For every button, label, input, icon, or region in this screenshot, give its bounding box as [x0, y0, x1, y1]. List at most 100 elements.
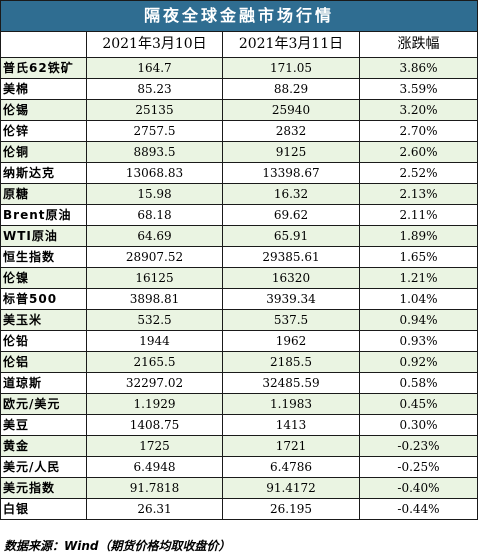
row-value-date2: 32485.59	[222, 372, 360, 394]
row-change: 0.30%	[359, 414, 478, 436]
row-value-date1: 2757.5	[86, 120, 223, 142]
row-change: 1.04%	[359, 288, 478, 310]
table-row: 伦铜 8893.5 9125 2.60%	[0, 141, 478, 163]
row-value-date2: 1962	[222, 330, 360, 352]
row-name: 伦锡	[0, 99, 87, 121]
row-value-date1: 2165.5	[86, 351, 223, 373]
row-value-date2: 171.05	[222, 57, 360, 79]
row-name: WTI原油	[0, 225, 87, 247]
row-value-date2: 6.4786	[222, 456, 360, 478]
table-row: 美元指数 91.7818 91.4172 -0.40%	[0, 477, 478, 499]
row-name: 白银	[0, 498, 87, 520]
table-row: 美棉 85.23 88.29 3.59%	[0, 78, 478, 100]
market-table: 2021年3月10日 2021年3月11日 涨跌幅 普氏62铁矿 164.7 171…	[0, 31, 478, 520]
table-row: 道琼斯 32297.02 32485.59 0.58%	[0, 372, 478, 394]
row-name: 美豆	[0, 414, 87, 436]
header-date2: 2021年3月11日	[222, 31, 360, 58]
row-change: 0.94%	[359, 309, 478, 331]
row-value-date1: 91.7818	[86, 477, 223, 499]
table-row: 欧元/美元 1.1929 1.1983 0.45%	[0, 393, 478, 415]
row-name: 道琼斯	[0, 372, 87, 394]
row-value-date2: 9125	[222, 141, 360, 163]
row-change: 2.70%	[359, 120, 478, 142]
row-change: 3.59%	[359, 78, 478, 100]
row-value-date1: 1944	[86, 330, 223, 352]
row-name: Brent原油	[0, 204, 87, 226]
table-row: 恒生指数 28907.52 29385.61 1.65%	[0, 246, 478, 268]
table-row: 伦铝 2165.5 2185.5 0.92%	[0, 351, 478, 373]
table-row: 原糖 15.98 16.32 2.13%	[0, 183, 478, 205]
header-row: 2021年3月10日 2021年3月11日 涨跌幅	[0, 31, 478, 58]
row-change: 3.20%	[359, 99, 478, 121]
row-value-date1: 1408.75	[86, 414, 223, 436]
row-value-date1: 13068.83	[86, 162, 223, 184]
table-row: 伦锡 25135 25940 3.20%	[0, 99, 478, 121]
row-value-date1: 16125	[86, 267, 223, 289]
row-change: 0.93%	[359, 330, 478, 352]
row-change: -0.44%	[359, 498, 478, 520]
table-row: 普氏62铁矿 164.7 171.05 3.86%	[0, 57, 478, 79]
row-change: 1.65%	[359, 246, 478, 268]
table-row: 纳斯达克 13068.83 13398.67 2.52%	[0, 162, 478, 184]
row-value-date2: 88.29	[222, 78, 360, 100]
header-name	[0, 31, 87, 58]
row-value-date2: 29385.61	[222, 246, 360, 268]
row-change: 3.86%	[359, 57, 478, 79]
row-value-date2: 16320	[222, 267, 360, 289]
header-date1: 2021年3月10日	[86, 31, 223, 58]
row-value-date1: 26.31	[86, 498, 223, 520]
row-change: -0.23%	[359, 435, 478, 457]
row-value-date2: 16.32	[222, 183, 360, 205]
row-change: 2.13%	[359, 183, 478, 205]
table-row: 美元/人民 6.4948 6.4786 -0.25%	[0, 456, 478, 478]
row-value-date2: 3939.34	[222, 288, 360, 310]
row-value-date2: 1721	[222, 435, 360, 457]
row-value-date1: 164.7	[86, 57, 223, 79]
row-value-date1: 1.1929	[86, 393, 223, 415]
row-change: 2.52%	[359, 162, 478, 184]
table-row: 伦铅 1944 1962 0.93%	[0, 330, 478, 352]
row-value-date1: 6.4948	[86, 456, 223, 478]
table-row: 伦镍 16125 16320 1.21%	[0, 267, 478, 289]
row-name: 美棉	[0, 78, 87, 100]
row-value-date1: 25135	[86, 99, 223, 121]
row-name: 欧元/美元	[0, 393, 87, 415]
row-name: 纳斯达克	[0, 162, 87, 184]
row-name: 美元指数	[0, 477, 87, 499]
row-value-date1: 8893.5	[86, 141, 223, 163]
row-value-date1: 32297.02	[86, 372, 223, 394]
page-title: 隔夜全球金融市场行情	[0, 0, 478, 32]
row-change: -0.40%	[359, 477, 478, 499]
source-note: 数据来源：Wind（期货价格均取收盘价）	[4, 539, 231, 553]
table-row: Brent原油 68.18 69.62 2.11%	[0, 204, 478, 226]
row-change: 1.89%	[359, 225, 478, 247]
row-name: 标普500	[0, 288, 87, 310]
row-value-date2: 1413	[222, 414, 360, 436]
row-value-date2: 91.4172	[222, 477, 360, 499]
row-value-date2: 13398.67	[222, 162, 360, 184]
row-change: 0.58%	[359, 372, 478, 394]
row-value-date2: 25940	[222, 99, 360, 121]
row-name: 伦铅	[0, 330, 87, 352]
table-row: 美玉米 532.5 537.5 0.94%	[0, 309, 478, 331]
row-name: 美元/人民	[0, 456, 87, 478]
table-row: 白银 26.31 26.195 -0.44%	[0, 498, 478, 520]
row-name: 伦镍	[0, 267, 87, 289]
row-change: -0.25%	[359, 456, 478, 478]
row-value-date1: 1725	[86, 435, 223, 457]
row-value-date1: 15.98	[86, 183, 223, 205]
row-value-date1: 68.18	[86, 204, 223, 226]
row-value-date2: 69.62	[222, 204, 360, 226]
row-value-date2: 26.195	[222, 498, 360, 520]
row-change: 2.11%	[359, 204, 478, 226]
row-name: 美玉米	[0, 309, 87, 331]
row-value-date2: 65.91	[222, 225, 360, 247]
table-row: 美豆 1408.75 1413 0.30%	[0, 414, 478, 436]
table-row: 黄金 1725 1721 -0.23%	[0, 435, 478, 457]
row-name: 黄金	[0, 435, 87, 457]
row-value-date1: 85.23	[86, 78, 223, 100]
header-change: 涨跌幅	[359, 31, 478, 58]
row-value-date2: 2832	[222, 120, 360, 142]
row-value-date2: 1.1983	[222, 393, 360, 415]
